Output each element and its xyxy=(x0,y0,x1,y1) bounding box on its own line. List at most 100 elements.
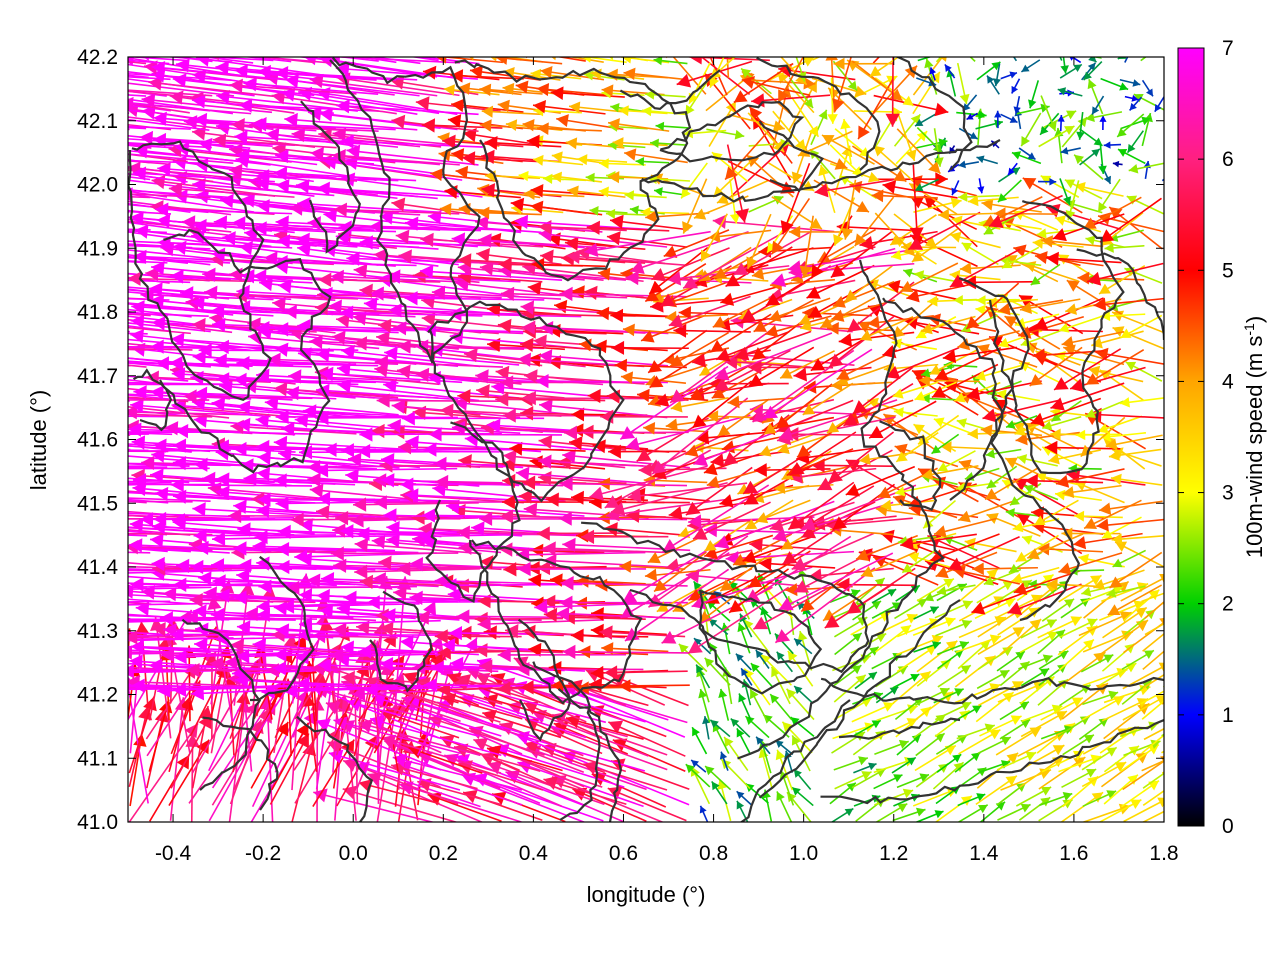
wind-vector xyxy=(830,0,886,44)
wind-vector xyxy=(172,489,316,504)
wind-vector xyxy=(1026,533,1084,560)
wind-vector xyxy=(1030,263,1061,286)
wind-vector xyxy=(709,719,731,738)
wind-vector xyxy=(974,597,1016,620)
wind-vector xyxy=(931,363,999,399)
wind-vector xyxy=(128,500,193,503)
wind-vector xyxy=(128,530,168,536)
wind-vector xyxy=(832,664,862,688)
wind-vector xyxy=(996,389,1041,402)
wind-vector xyxy=(428,427,562,442)
wind-vector xyxy=(1059,618,1098,638)
wind-vector xyxy=(954,751,981,773)
wind-vector xyxy=(227,19,354,43)
wind-vector xyxy=(685,763,711,788)
wind-vector xyxy=(829,782,857,805)
colorbar-tick-label: 0 xyxy=(1222,815,1234,838)
wind-vector xyxy=(947,535,1020,571)
wind-vector xyxy=(843,383,914,427)
wind-vector xyxy=(1097,415,1143,434)
wind-vector xyxy=(1077,271,1145,285)
wind-vector xyxy=(476,29,545,45)
wind-vector xyxy=(957,804,989,822)
wind-vector xyxy=(235,17,376,44)
wind-vector xyxy=(48,31,190,46)
wind-vector xyxy=(874,0,900,47)
wind-vector xyxy=(918,374,980,387)
wind-vector xyxy=(964,537,1017,553)
wind-vector xyxy=(1080,654,1114,673)
wind-vector xyxy=(509,441,586,456)
wind-vector xyxy=(302,404,438,419)
wind-vector xyxy=(936,753,962,773)
wind-vector xyxy=(976,295,1020,306)
wind-vector xyxy=(317,23,458,46)
wind-vector xyxy=(762,789,773,822)
wind-vector xyxy=(893,407,938,418)
wind-vector xyxy=(286,580,417,596)
wind-vector xyxy=(150,385,293,401)
wind-vector xyxy=(1001,479,1043,502)
wind-vector xyxy=(373,248,500,266)
wind-vector xyxy=(320,572,462,587)
wind-vector xyxy=(213,353,357,368)
wind-vector xyxy=(1040,697,1084,721)
wind-vector xyxy=(690,759,707,773)
wind-vector xyxy=(70,16,211,44)
wind-vector xyxy=(1112,549,1147,568)
wind-vector xyxy=(1061,791,1104,822)
x-tick-label: 0.0 xyxy=(339,842,368,865)
wind-vector xyxy=(827,431,895,484)
wind-vector xyxy=(772,501,894,543)
wind-vector xyxy=(891,756,917,774)
wind-vector xyxy=(1021,15,1039,45)
wind-vector xyxy=(668,501,748,521)
wind-vector xyxy=(895,584,921,602)
wind-vector xyxy=(1037,629,1066,655)
wind-vector xyxy=(1142,632,1164,652)
x-tick-label: 1.4 xyxy=(969,842,999,865)
colorbar-tick-label: 6 xyxy=(1222,148,1234,171)
wind-vector xyxy=(538,454,666,469)
wind-vector xyxy=(379,657,523,672)
wind-vector xyxy=(727,57,735,61)
wind-vector xyxy=(1005,414,1038,429)
wind-vector xyxy=(128,399,210,401)
wind-vector xyxy=(1110,473,1163,486)
wind-vector xyxy=(774,567,876,644)
wind-vector xyxy=(853,719,882,737)
wind-vector xyxy=(975,22,996,43)
wind-vector xyxy=(128,94,147,97)
wind-vector xyxy=(431,285,562,300)
wind-vector xyxy=(315,410,458,426)
wind-vector xyxy=(1015,534,1059,563)
wind-vector xyxy=(1078,611,1133,637)
wind-vector xyxy=(6,22,148,43)
wind-vector xyxy=(128,231,129,234)
wind-vector xyxy=(957,499,1018,523)
wind-vector xyxy=(728,568,790,614)
wind-vector xyxy=(159,611,296,626)
wind-vector xyxy=(1018,294,1084,335)
wind-vector xyxy=(128,598,193,605)
wind-vector xyxy=(985,448,1022,459)
wind-vector xyxy=(1058,552,1123,575)
wind-vector xyxy=(618,679,690,693)
wind-vector xyxy=(522,390,645,406)
wind-vector xyxy=(976,669,1010,690)
wind-vector xyxy=(965,282,1020,330)
wind-vector xyxy=(128,534,148,537)
wind-vector xyxy=(379,621,501,638)
wind-vector xyxy=(1099,799,1142,822)
wind-vector xyxy=(781,721,813,754)
wind-vector xyxy=(667,265,790,286)
wind-vector xyxy=(387,269,521,284)
wind-vector xyxy=(914,381,957,401)
wind-vector xyxy=(790,716,815,737)
wind-vector xyxy=(1142,650,1164,671)
wind-vector xyxy=(977,626,1025,656)
wind-vector xyxy=(1042,415,1082,431)
wind-vector xyxy=(269,733,310,805)
wind-vector xyxy=(1033,297,1104,330)
